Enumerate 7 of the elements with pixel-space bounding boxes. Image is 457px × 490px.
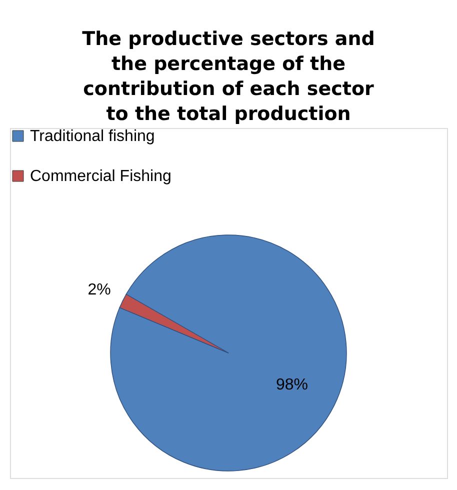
chart-title: The productive sectors and the percentage of the contribution of each sector to the total production	[82, 28, 375, 125]
data-label: 2%	[88, 281, 111, 298]
pie-slice	[119, 294, 229, 354]
data-label: 98%	[276, 376, 308, 394]
legend-label: Commercial Fishing	[30, 168, 172, 185]
pie-slice	[110, 234, 347, 472]
legend-label: Traditional fishing	[30, 128, 155, 145]
